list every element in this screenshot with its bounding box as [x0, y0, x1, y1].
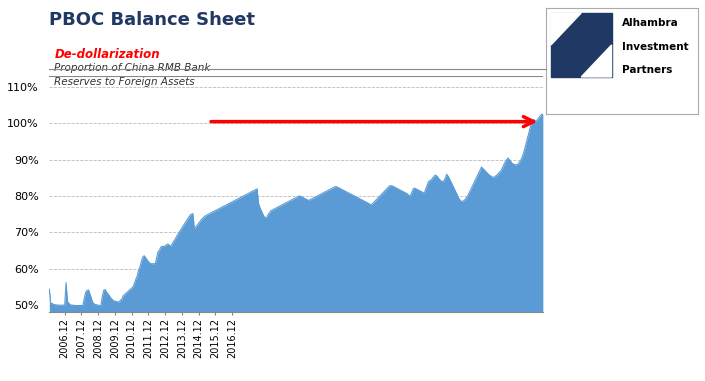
Text: Alhambra: Alhambra: [623, 18, 679, 28]
Text: Proportion of China RMB Bank: Proportion of China RMB Bank: [54, 63, 211, 73]
Bar: [551, 13, 611, 77]
Text: De-dollarization: De-dollarization: [54, 48, 160, 61]
Text: Investment: Investment: [623, 42, 689, 52]
Text: Partners: Partners: [623, 65, 673, 75]
Polygon shape: [551, 13, 581, 45]
Polygon shape: [581, 45, 611, 77]
Text: Reserves to Foreign Assets: Reserves to Foreign Assets: [54, 77, 195, 86]
Bar: [551, 13, 611, 77]
Text: Jan
2016: Jan 2016: [198, 185, 227, 207]
Text: PBOC Balance Sheet: PBOC Balance Sheet: [49, 11, 255, 29]
